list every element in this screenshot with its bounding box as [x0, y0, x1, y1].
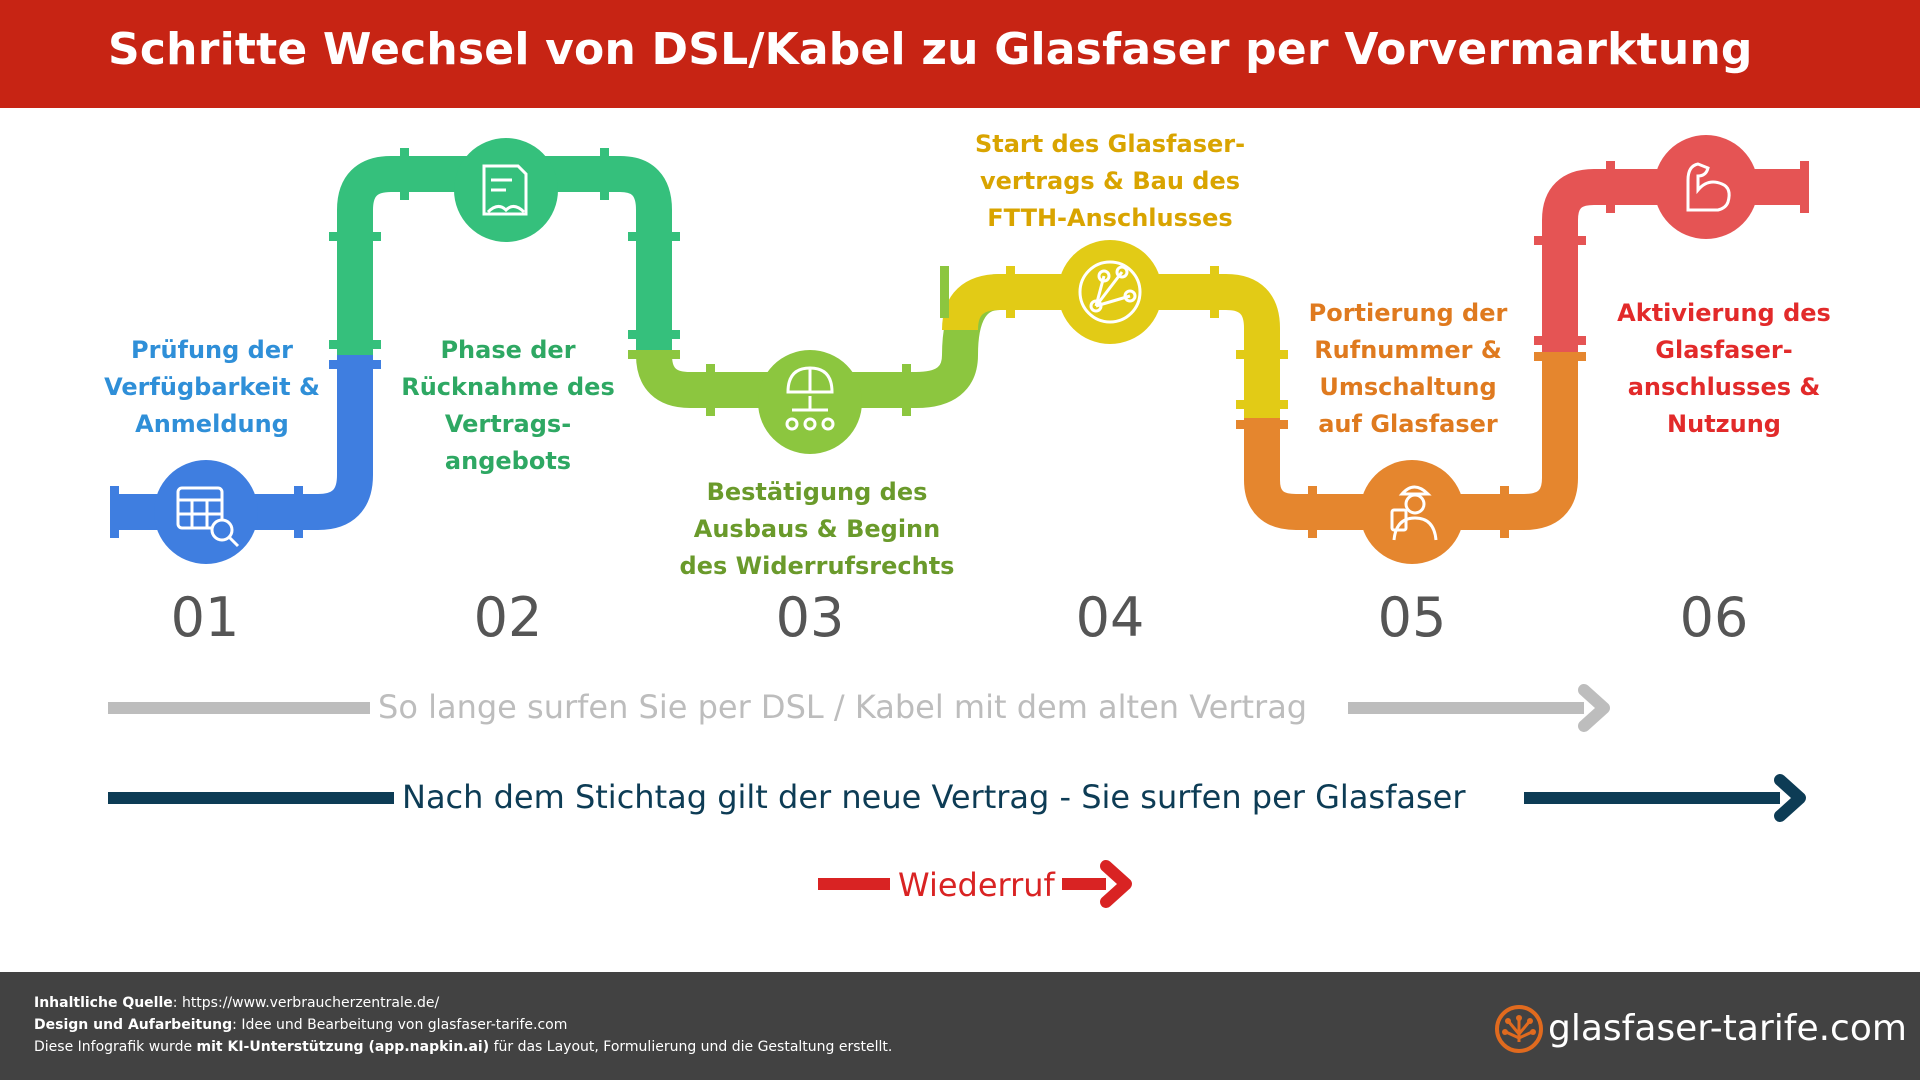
step-node-04 — [1058, 240, 1162, 344]
withdrawal-text: Wiederruf — [898, 866, 1055, 904]
page-title: Schritte Wechsel von DSL/Kabel zu Glasfa… — [108, 24, 1753, 75]
step-label-04: Start des Glasfaser- vertrags & Bau des … — [962, 126, 1258, 237]
footer-design-value: : Idee und Bearbeitung von glasfaser-tar… — [232, 1017, 568, 1033]
step-label-06-line-2: Glasfaser- — [1655, 336, 1793, 364]
pipe-flanges — [110, 148, 1809, 538]
step-label-02-line-2: Rücknahme des — [401, 373, 615, 401]
step-label-01: Prüfung der Verfügbarkeit & Anmeldung — [92, 332, 332, 443]
step-node-01 — [154, 460, 258, 564]
step-number-02: 02 — [473, 586, 543, 649]
new-contract-arrow — [108, 774, 1806, 822]
step-label-05: Portierung der Rufnummer & Umschaltung a… — [1288, 295, 1528, 443]
step-label-03-line-2: Ausbaus & Beginn — [693, 515, 941, 543]
old-contract-arrow — [108, 684, 1610, 732]
footer-source-label: Inhaltliche Quelle — [34, 995, 173, 1011]
step-node-02 — [454, 138, 558, 242]
footer-ai-suffix: für das Layout, Formulierung und die Ges… — [489, 1039, 893, 1055]
construction-helmet-network-icon — [785, 366, 835, 431]
header-bar: Schritte Wechsel von DSL/Kabel zu Glasfa… — [0, 0, 1920, 108]
step-label-02-line-4: angebots — [444, 447, 572, 475]
step-label-03-line-3: des Widerrufsrechts — [679, 552, 955, 580]
contract-handshake-icon — [482, 164, 528, 216]
footer-ai-prefix: Diese Infografik wurde — [34, 1039, 197, 1055]
step-node-05 — [1360, 460, 1464, 564]
footer: Inhaltliche Quelle: https://www.verbrauc… — [0, 972, 1920, 1080]
strong-arm-icon — [1686, 162, 1731, 212]
footer-design-line: Design und Aufarbeitung: Idee und Bearbe… — [34, 1014, 892, 1036]
step-label-04-line-3: FTTH-Anschlusses — [987, 204, 1233, 232]
step-label-03-line-1: Bestätigung des — [706, 478, 928, 506]
pipe-segment-01 — [112, 355, 373, 530]
pipe-segment-06 — [1542, 169, 1806, 352]
step-number-04: 04 — [1075, 586, 1145, 649]
step-label-02-line-1: Phase der — [440, 336, 576, 364]
step-label-06: Aktivierung des Glasfaser- anschlusses &… — [1604, 295, 1844, 443]
step-label-05-line-4: auf Glasfaser — [1318, 410, 1498, 438]
footer-source-line: Inhaltliche Quelle: https://www.verbrauc… — [34, 992, 892, 1014]
withdrawal-arrow — [818, 860, 1132, 908]
step-number-05: 05 — [1377, 586, 1447, 649]
step-label-06-line-3: anschlusses & — [1627, 373, 1821, 401]
step-label-05-line-2: Rufnummer & — [1314, 336, 1502, 364]
step-node-03 — [758, 350, 862, 454]
step-label-04-line-1: Start des Glasfaser- — [974, 130, 1246, 158]
step-label-01-line-1: Prüfung der — [131, 336, 293, 364]
footer-source-value: : https://www.verbraucherzentrale.de/ — [172, 995, 440, 1011]
new-contract-text: Nach dem Stichtag gilt der neue Vertrag … — [402, 778, 1466, 816]
pipeline-diagram — [110, 135, 1809, 564]
old-contract-text: So lange surfen Sie per DSL / Kabel mit … — [378, 688, 1308, 726]
pipe-segment-02 — [337, 156, 672, 355]
step-label-04-line-2: vertrags & Bau des — [979, 167, 1241, 195]
step-label-06-line-4: Nutzung — [1667, 410, 1781, 438]
step-node-06 — [1654, 135, 1758, 239]
step-number-01: 01 — [170, 586, 240, 649]
footer-credits: Inhaltliche Quelle: https://www.verbrauc… — [34, 992, 892, 1058]
pipe-segment-04 — [942, 274, 1280, 418]
footer-ai-bold: mit KI-Unterstützung (app.napkin.ai) — [196, 1039, 490, 1055]
footer-design-label: Design und Aufarbeitung — [34, 1017, 233, 1033]
brand-name: glasfaser-tarife.com — [1548, 1008, 1907, 1049]
timeline-arrows — [108, 684, 1806, 908]
fiber-burst-icon — [1495, 1005, 1543, 1053]
footer-ai-line: Diese Infografik wurde mit KI-Unterstütz… — [34, 1036, 892, 1058]
step-label-01-line-3: Anmeldung — [135, 410, 289, 438]
step-label-02: Phase der Rücknahme des Vertrags- angebo… — [388, 332, 628, 480]
step-label-05-line-3: Umschaltung — [1319, 373, 1497, 401]
step-label-01-line-2: Verfügbarkeit & — [104, 373, 320, 401]
step-label-06-line-1: Aktivierung des — [1617, 299, 1831, 327]
calendar-search-icon — [176, 486, 240, 548]
step-label-02-line-3: Vertrags- — [444, 410, 572, 438]
step-label-05-line-1: Portierung der — [1308, 299, 1508, 327]
technician-icon — [1390, 485, 1438, 541]
step-label-03: Bestätigung des Ausbaus & Beginn des Wid… — [664, 474, 970, 585]
fiber-network-icon — [1078, 260, 1142, 324]
step-number-03: 03 — [775, 586, 845, 649]
step-number-06: 06 — [1679, 586, 1749, 649]
